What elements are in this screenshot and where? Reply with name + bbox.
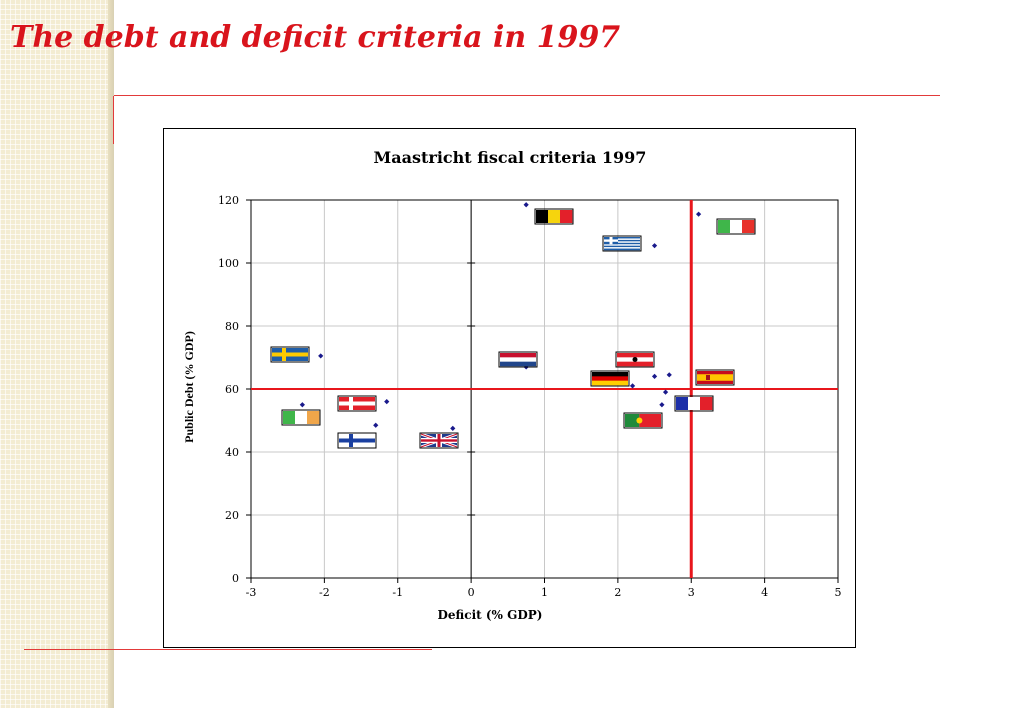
belgium-flag-icon: [534, 208, 574, 225]
country-flag-markers: [270, 208, 756, 449]
x-axis-title: Deficit (% GDP): [438, 608, 543, 622]
spain-flag-icon: [695, 369, 735, 386]
uk-flag-icon: [419, 432, 459, 449]
data-point-spain: [666, 372, 672, 378]
germany-flag-icon: [590, 370, 630, 387]
austria-flag-icon: [615, 351, 655, 368]
ireland-flag-icon: [281, 409, 321, 426]
y-tick-label: 20: [225, 509, 239, 522]
footer-rule: [24, 649, 432, 650]
threshold-lines: [251, 200, 838, 578]
title-underline-rule: [114, 95, 940, 96]
y-tick-label: 60: [225, 383, 239, 396]
tick-labels: -3 -2 -1 0 1 2 3 4 5 0 20 40 60 80 100 120: [218, 194, 842, 599]
left-strip-edge: [108, 0, 114, 708]
x-tick-label: -2: [319, 586, 330, 599]
x-tick-label: 1: [541, 586, 548, 599]
greece-flag-icon: [602, 235, 642, 252]
chart-title: Maastricht fiscal criteria 1997: [374, 148, 647, 167]
x-tick-label: 4: [761, 586, 768, 599]
data-point-sweden: [318, 353, 324, 359]
data-point-italy: [695, 211, 702, 217]
italy-flag-icon: [716, 218, 756, 235]
data-point-france: [662, 389, 669, 395]
left-decorative-strip: [0, 0, 114, 708]
data-point-portugal: [659, 402, 665, 408]
france-flag-icon: [674, 395, 714, 412]
portugal-flag-icon: [623, 412, 663, 429]
x-tick-label: 3: [688, 586, 695, 599]
sweden-flag-icon: [270, 346, 310, 363]
data-point-finland: [373, 422, 379, 428]
finland-flag-icon: [337, 432, 377, 449]
data-point-uk: [450, 425, 456, 431]
x-tick-label: 5: [835, 586, 842, 599]
y-tick-label: 80: [225, 320, 239, 333]
plot-axes: [246, 199, 839, 583]
data-point-ireland: [299, 402, 305, 408]
x-tick-label: 2: [614, 586, 621, 599]
chart-frame: Maastricht fiscal criteria 1997 -3 -2 -1 0 1…: [163, 128, 856, 648]
data-point-austria: [651, 373, 658, 379]
slide-title: The debt and deficit criteria in 1997: [10, 20, 621, 55]
y-axis-title: Public Debt (% GDP): [182, 331, 196, 443]
x-tick-label: -1: [392, 586, 403, 599]
data-point-denmark: [384, 399, 390, 405]
data-point-belgium: [523, 202, 529, 208]
netherlands-flag-icon: [498, 351, 538, 368]
y-tick-label: 40: [225, 446, 239, 459]
data-point-germany: [629, 383, 636, 389]
x-tick-label: 0: [468, 586, 475, 599]
title-rule-tick: [113, 96, 114, 144]
data-point-greece: [651, 243, 658, 249]
y-tick-label: 120: [218, 194, 239, 207]
y-tick-label: 100: [218, 257, 239, 270]
y-tick-label: 0: [232, 572, 239, 585]
denmark-flag-icon: [337, 395, 377, 412]
x-tick-label: -3: [246, 586, 257, 599]
scatter-chart: Maastricht fiscal criteria 1997 -3 -2 -1 0 1…: [182, 148, 842, 622]
